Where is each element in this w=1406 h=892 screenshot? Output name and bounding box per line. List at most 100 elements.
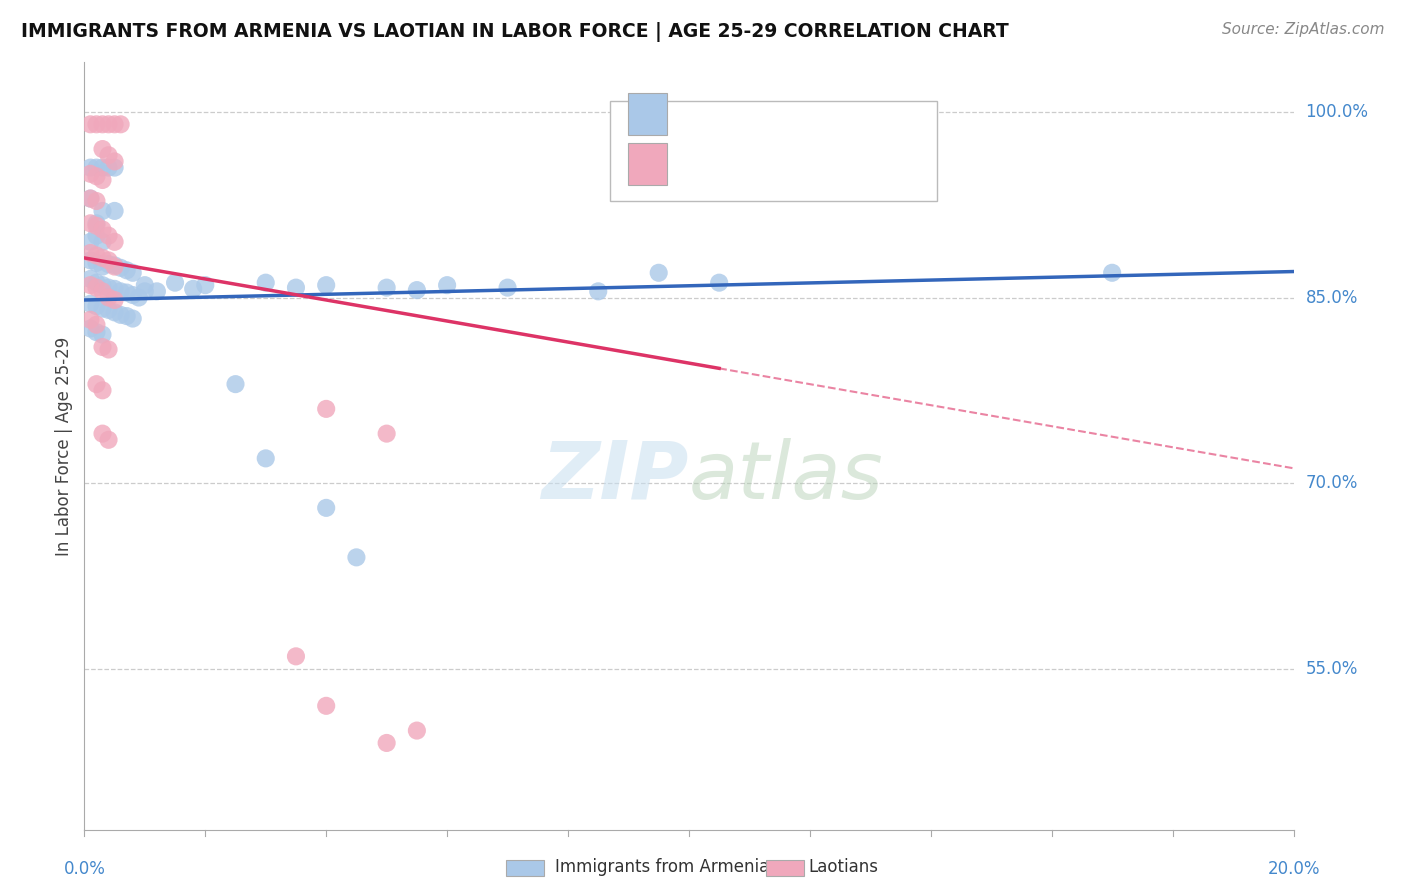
Point <box>79 192 101 206</box>
Point <box>315 698 337 713</box>
Point <box>285 280 308 294</box>
Point <box>91 340 114 354</box>
Point <box>86 248 108 262</box>
Point <box>406 283 429 297</box>
Point <box>104 203 127 218</box>
Point <box>115 263 138 277</box>
Point <box>79 278 101 293</box>
Point <box>104 161 127 175</box>
Point <box>225 377 247 392</box>
Point <box>91 260 114 274</box>
Point <box>79 313 101 327</box>
Point <box>91 222 114 236</box>
Point <box>121 288 143 302</box>
Point <box>194 278 217 293</box>
Text: ZIP: ZIP <box>541 438 689 516</box>
Point <box>97 291 120 305</box>
Text: IMMIGRANTS FROM ARMENIA VS LAOTIAN IN LABOR FORCE | AGE 25-29 CORRELATION CHART: IMMIGRANTS FROM ARMENIA VS LAOTIAN IN LA… <box>21 22 1010 42</box>
Point <box>86 117 108 131</box>
Point <box>91 142 114 156</box>
Point <box>79 216 101 230</box>
Point <box>86 276 108 290</box>
Text: atlas: atlas <box>689 438 884 516</box>
Point <box>104 260 127 274</box>
Point <box>128 291 150 305</box>
Point <box>79 192 101 206</box>
Point <box>104 154 127 169</box>
Point <box>315 401 337 416</box>
Point <box>165 276 187 290</box>
Text: Immigrants from Armenia: Immigrants from Armenia <box>555 858 769 876</box>
Point <box>91 278 114 293</box>
Point <box>91 203 114 218</box>
Point <box>315 500 337 515</box>
Point <box>97 433 120 447</box>
Point <box>91 285 114 299</box>
Point <box>97 228 120 243</box>
Point <box>104 117 127 131</box>
Point <box>79 235 101 249</box>
Point <box>79 246 101 260</box>
Point <box>648 266 671 280</box>
Point <box>79 161 101 175</box>
Text: R = 0.043   N = 61: R = 0.043 N = 61 <box>675 110 831 128</box>
Point <box>91 251 114 265</box>
Point <box>79 253 101 268</box>
Point <box>110 308 132 322</box>
Point <box>91 235 114 249</box>
Point <box>86 325 108 339</box>
Point <box>346 550 368 565</box>
Point <box>91 301 114 316</box>
Point <box>375 736 398 750</box>
Point <box>97 253 120 268</box>
Point <box>97 302 120 317</box>
Y-axis label: In Labor Force | Age 25-29: In Labor Force | Age 25-29 <box>55 336 73 556</box>
Point <box>285 649 308 664</box>
Point <box>86 377 108 392</box>
Point <box>104 258 127 272</box>
Point <box>86 169 108 184</box>
Point <box>115 285 138 300</box>
Point <box>375 280 398 294</box>
Text: 70.0%: 70.0% <box>1306 475 1358 492</box>
Point <box>86 161 108 175</box>
Text: 20.0%: 20.0% <box>1267 861 1320 879</box>
Text: 0.0%: 0.0% <box>63 861 105 879</box>
Point <box>406 723 429 738</box>
Point <box>115 309 138 323</box>
Point <box>254 451 277 466</box>
Point <box>79 296 101 310</box>
Point <box>104 282 127 296</box>
Point <box>146 285 169 299</box>
Point <box>134 285 156 299</box>
Point <box>79 117 101 131</box>
Point <box>91 384 114 398</box>
Point <box>91 173 114 187</box>
Point <box>86 318 108 332</box>
Point <box>91 161 114 175</box>
Point <box>86 228 108 243</box>
Point <box>121 266 143 280</box>
Point <box>110 117 132 131</box>
Text: 85.0%: 85.0% <box>1306 288 1358 307</box>
Point <box>110 285 132 299</box>
Point <box>97 117 120 131</box>
Point <box>181 282 204 296</box>
Point <box>91 327 114 342</box>
FancyBboxPatch shape <box>628 143 668 186</box>
Point <box>121 311 143 326</box>
Point <box>97 343 120 357</box>
Point <box>97 280 120 294</box>
Point <box>79 167 101 181</box>
Point <box>254 276 277 290</box>
Text: 100.0%: 100.0% <box>1306 103 1368 121</box>
Point <box>104 235 127 249</box>
Text: R = -0.124   N = 42: R = -0.124 N = 42 <box>675 160 838 178</box>
Text: 55.0%: 55.0% <box>1306 660 1358 678</box>
Point <box>97 161 120 175</box>
Point <box>315 278 337 293</box>
Point <box>86 299 108 313</box>
Point <box>86 256 108 270</box>
Point <box>104 305 127 319</box>
Text: Source: ZipAtlas.com: Source: ZipAtlas.com <box>1222 22 1385 37</box>
